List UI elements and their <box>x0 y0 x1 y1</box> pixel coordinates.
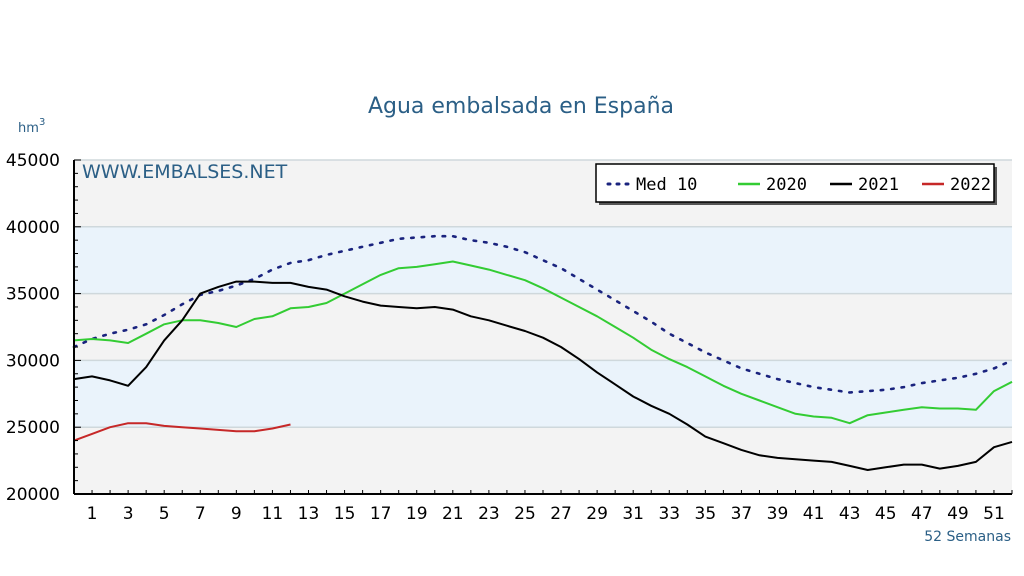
legend-label-2022: 2022 <box>950 175 991 195</box>
band-2 <box>74 293 1012 361</box>
x-tick-label: 31 <box>622 504 644 524</box>
y-tick-label: 20000 <box>6 485 60 505</box>
grid-lines <box>74 159 1012 428</box>
x-tick-label: 49 <box>947 504 969 524</box>
unit-label-superscript: 3 <box>39 117 45 128</box>
x-tick-label: 25 <box>514 504 536 524</box>
legend-label-2021: 2021 <box>858 175 899 195</box>
unit-label-text: hm <box>18 121 39 136</box>
x-tick-label: 27 <box>550 504 572 524</box>
series-line-med-10 <box>72 234 1014 394</box>
x-tick-label: 33 <box>658 504 680 524</box>
x-tick-label: 35 <box>695 504 717 524</box>
x-tick-label: 21 <box>442 504 464 524</box>
y-tick-label: 25000 <box>6 418 60 438</box>
x-tick-label: 51 <box>983 504 1005 524</box>
x-footnote: 52 Semanas <box>924 529 1011 545</box>
x-tick-label: 9 <box>231 504 242 524</box>
x-tick-label: 43 <box>839 504 861 524</box>
series-line-2021 <box>73 280 1013 471</box>
x-tick-label: 39 <box>767 504 789 524</box>
band-0 <box>74 427 1012 494</box>
y-tick-label: 40000 <box>6 218 60 238</box>
y-tick-label: 30000 <box>6 351 60 371</box>
x-tick-label: 15 <box>334 504 356 524</box>
x-tick-label: 37 <box>731 504 753 524</box>
chart-title: Agua embalsada en España <box>368 94 674 119</box>
legend-label-2020: 2020 <box>766 175 807 195</box>
x-tick-label: 5 <box>159 504 170 524</box>
watermark-text: WWW.EMBALSES.NET <box>82 161 288 183</box>
series-line-2022 <box>73 422 291 442</box>
x-tick-label: 7 <box>195 504 206 524</box>
x-tick-label: 45 <box>875 504 897 524</box>
series-line-2020 <box>73 260 1013 425</box>
x-tick-labels: 1 3 5 7 9 11 13 15 17 19 21 23 25 27 29 31 33 35 37 39 41 43 4… <box>87 504 1005 524</box>
x-tick-label: 41 <box>803 504 825 524</box>
legend: Med 10 2020 2021 2022 <box>595 163 997 205</box>
y-tick-label: 35000 <box>6 285 60 305</box>
y-tick-label: 45000 <box>6 151 60 171</box>
x-tick-label: 23 <box>478 504 500 524</box>
x-tick-label: 11 <box>262 504 284 524</box>
x-tick-label: 17 <box>370 504 392 524</box>
background-bands <box>74 160 1012 494</box>
band-1 <box>74 360 1012 428</box>
legend-label-med-10: Med 10 <box>636 175 697 195</box>
x-tick-label: 29 <box>586 504 608 524</box>
x-tick-label: 13 <box>298 504 320 524</box>
series-lines <box>72 234 1014 471</box>
x-tick-label: 3 <box>123 504 134 524</box>
axes <box>73 159 1013 495</box>
y-unit-label: hm 3 <box>18 117 45 136</box>
x-tick-label: 1 <box>87 504 98 524</box>
x-tick-label: 19 <box>406 504 428 524</box>
x-tick-label: 47 <box>911 504 933 524</box>
y-tick-labels: 20000 25000 30000 35000 40000 45000 <box>6 151 60 505</box>
